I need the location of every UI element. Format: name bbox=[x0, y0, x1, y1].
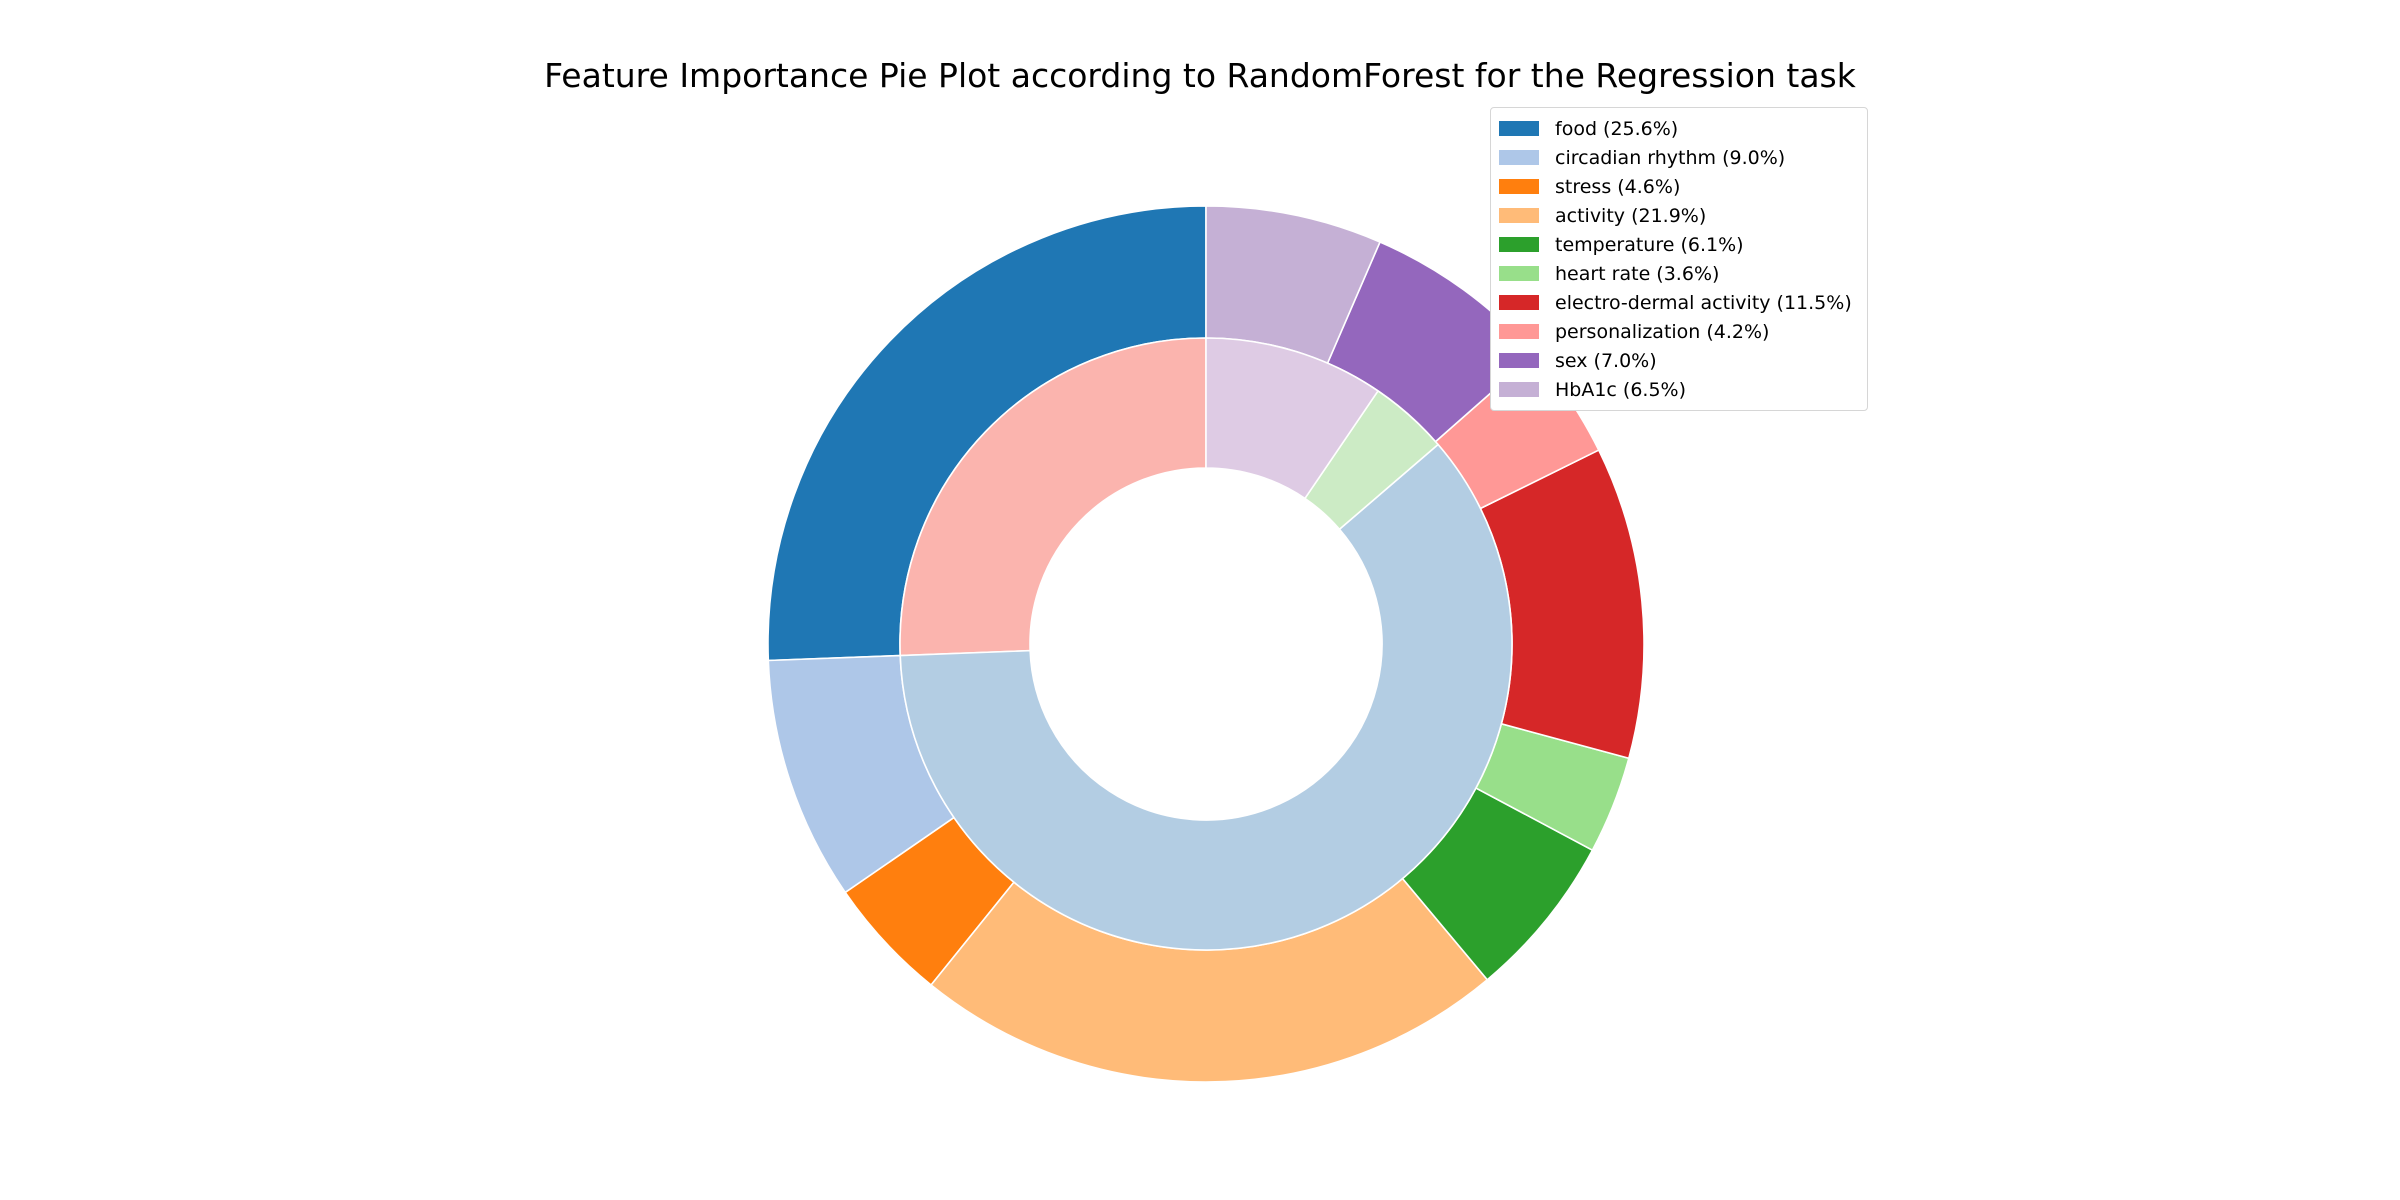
legend-entry: sex (7.0%) bbox=[1491, 346, 1867, 375]
legend: food (25.6%) circadian rhythm (9.0%) stres… bbox=[1490, 107, 1868, 411]
legend-swatch bbox=[1499, 266, 1539, 281]
legend-label: HbA1c (6.5%) bbox=[1555, 378, 1687, 401]
legend-label: temperature (6.1%) bbox=[1555, 233, 1744, 256]
legend-entry: electro-dermal activity (11.5%) bbox=[1491, 288, 1867, 317]
legend-swatch bbox=[1499, 208, 1539, 223]
outer-ring bbox=[767, 205, 1645, 1083]
inner-slice-3 bbox=[1205, 337, 1380, 500]
legend-entry: circadian rhythm (9.0%) bbox=[1491, 143, 1867, 172]
legend-label: food (25.6%) bbox=[1555, 117, 1679, 140]
inner-slice-2 bbox=[1303, 389, 1440, 531]
legend-entry: HbA1c (6.5%) bbox=[1491, 375, 1867, 404]
legend-swatch bbox=[1499, 382, 1539, 397]
inner-slice-1 bbox=[899, 443, 1513, 951]
legend-swatch bbox=[1499, 121, 1539, 136]
legend-entry: food (25.6%) bbox=[1491, 114, 1867, 143]
legend-label: sex (7.0%) bbox=[1555, 349, 1657, 372]
legend-entry: temperature (6.1%) bbox=[1491, 230, 1867, 259]
legend-label: personalization (4.2%) bbox=[1555, 320, 1770, 343]
legend-label: activity (21.9%) bbox=[1555, 204, 1707, 227]
legend-swatch bbox=[1499, 324, 1539, 339]
legend-swatch bbox=[1499, 295, 1539, 310]
legend-entry: stress (4.6%) bbox=[1491, 172, 1867, 201]
legend-swatch bbox=[1499, 179, 1539, 194]
legend-entry: heart rate (3.6%) bbox=[1491, 259, 1867, 288]
legend-swatch bbox=[1499, 237, 1539, 252]
legend-label: circadian rhythm (9.0%) bbox=[1555, 146, 1786, 169]
inner-ring bbox=[899, 337, 1513, 951]
inner-slice-0 bbox=[899, 337, 1207, 657]
legend-label: electro-dermal activity (11.5%) bbox=[1555, 291, 1852, 314]
legend-label: heart rate (3.6%) bbox=[1555, 262, 1720, 285]
legend-swatch bbox=[1499, 150, 1539, 165]
legend-entry: activity (21.9%) bbox=[1491, 201, 1867, 230]
chart-title: Feature Importance Pie Plot according to… bbox=[544, 56, 1856, 95]
legend-entry: personalization (4.2%) bbox=[1491, 317, 1867, 346]
legend-label: stress (4.6%) bbox=[1555, 175, 1681, 198]
legend-swatch bbox=[1499, 353, 1539, 368]
